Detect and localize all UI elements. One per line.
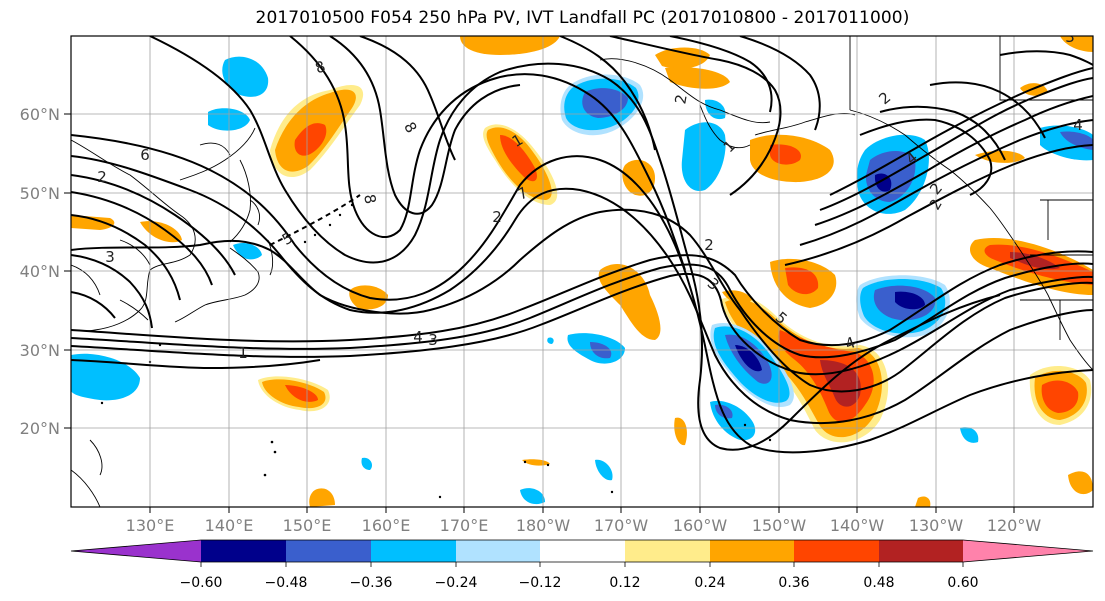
contour-label: 2 <box>704 236 714 254</box>
lon-label: 160°W <box>673 516 728 535</box>
lon-label: 130°E <box>126 516 175 535</box>
contour-label: 4 <box>1073 116 1083 134</box>
colorbar-tick-label: −0.48 <box>265 575 308 591</box>
gridlines <box>71 36 1093 507</box>
contour-label: 6 <box>140 146 150 164</box>
latitude-axis <box>64 113 71 429</box>
colorbar-segment <box>540 540 625 562</box>
colorbar-tick-label: 0.12 <box>609 575 640 591</box>
colorbar-segment <box>71 540 201 562</box>
colorbar-tick-label: −0.24 <box>435 575 478 591</box>
colorbar-tick-label: 0.36 <box>778 575 809 591</box>
colorbar-tick-label: −0.60 <box>180 575 223 591</box>
colorbar-segment <box>201 540 286 562</box>
colorbar: −0.60 −0.48 −0.36 −0.24 −0.12 0.12 0.24 … <box>70 539 1094 591</box>
colorbar-tick-label: 0.48 <box>863 575 894 591</box>
colorbar-tick-label: 0.24 <box>694 575 725 591</box>
lon-label: 150°E <box>283 516 332 535</box>
colorbar-segment <box>286 540 371 562</box>
dashed-contour <box>269 194 361 246</box>
contour-label: 2 <box>97 168 107 186</box>
lat-label: 20°N <box>20 419 60 438</box>
islands <box>100 203 772 499</box>
lat-label: 40°N <box>20 262 60 281</box>
colorbar-tick-label: −0.12 <box>519 575 562 591</box>
colorbar-segment <box>710 540 794 562</box>
lon-label: 160°E <box>362 516 411 535</box>
contour-label: 2 <box>492 208 502 226</box>
colorbar-tick-label: −0.36 <box>350 575 393 591</box>
colorbar-tick-label: 0.60 <box>947 575 978 591</box>
colorbar-segment <box>371 540 456 562</box>
contour-label: 3 <box>105 248 115 266</box>
contour-label: 3 <box>1065 28 1075 46</box>
lon-label: 130°W <box>909 516 964 535</box>
lon-label: 170°W <box>594 516 649 535</box>
contour-label: 4 <box>413 328 423 346</box>
contour-label: 1 <box>238 344 248 362</box>
ivt-positive-anomalies <box>71 36 1093 507</box>
lat-label: 50°N <box>20 184 60 203</box>
colorbar-segment <box>879 540 963 562</box>
contour-label: 8 <box>360 193 379 206</box>
plot-title: 2017010500 F054 250 hPa PV, IVT Landfall… <box>255 8 910 28</box>
lon-label: 150°W <box>752 516 807 535</box>
lon-label: 140°W <box>830 516 885 535</box>
colorbar-segment <box>963 540 1093 562</box>
colorbar-segment <box>625 540 710 562</box>
lon-label: 170°E <box>440 516 489 535</box>
lon-label: 180°W <box>516 516 571 535</box>
contour-label: 3 <box>428 331 438 349</box>
longitude-axis <box>149 507 1015 513</box>
lon-label: 140°E <box>205 516 254 535</box>
colorbar-segment <box>794 540 879 562</box>
colorbar-segment <box>456 540 540 562</box>
lat-label: 30°N <box>20 341 60 360</box>
map-area: 8 6 5 2 3 1 2 8 7 1 2 3 5 4 3 4 8 2 1 2 … <box>71 28 1093 507</box>
pv-contours <box>71 36 1093 454</box>
lon-label: 120°W <box>987 516 1042 535</box>
contour-label: 2 <box>671 93 690 106</box>
lat-label: 60°N <box>20 105 60 124</box>
